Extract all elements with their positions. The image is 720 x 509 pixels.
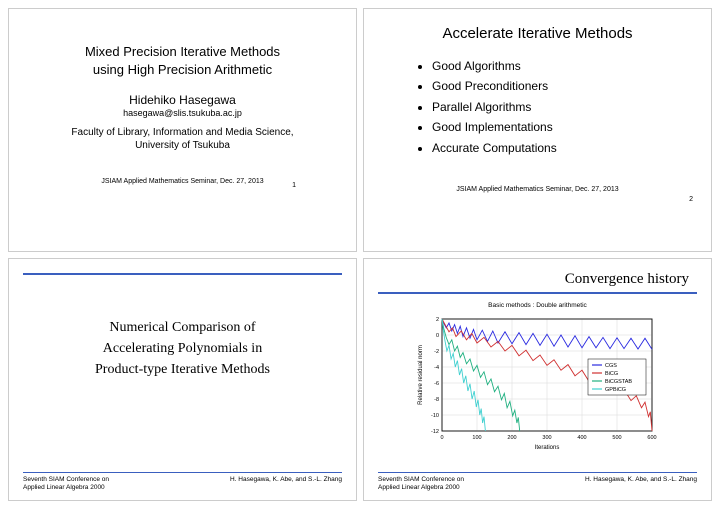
svg-text:-2: -2: [434, 349, 439, 355]
slide2-page-number: 2: [689, 196, 693, 203]
svg-text:200: 200: [507, 435, 516, 441]
title-line2: Accelerating Polynomials in: [103, 341, 262, 356]
svg-text:CGS: CGS: [605, 363, 617, 369]
svg-text:400: 400: [577, 435, 586, 441]
affiliation: Faculty of Library, Information and Medi…: [23, 126, 342, 152]
svg-text:0: 0: [440, 435, 443, 441]
author-email: hasegawa@slis.tsukuba.ac.jp: [23, 108, 342, 118]
list-item: Parallel Algorithms: [432, 97, 697, 117]
bullet-list: Good Algorithms Good Preconditioners Par…: [432, 56, 697, 158]
list-item: Good Algorithms: [432, 56, 697, 76]
chart-title: Basic methods : Double arithmetic: [412, 302, 664, 309]
convergence-chart: 20-2-4-6-8-10-120100200300400500600Itera…: [412, 311, 664, 451]
chart-container: Basic methods : Double arithmetic 2 0 -2 -4…: [412, 302, 664, 451]
affil-line2: University of Tsukuba: [135, 140, 230, 151]
top-rule: [23, 273, 342, 275]
slide1-page-number: 1: [292, 182, 296, 189]
svg-text:300: 300: [542, 435, 551, 441]
conf-name: Seventh SIAM Conference on Applied Linea…: [378, 476, 464, 492]
svg-text:BiCG: BiCG: [605, 371, 618, 377]
svg-text:Relative residual norm: Relative residual norm: [418, 345, 424, 405]
svg-text:-6: -6: [434, 381, 439, 387]
title-line2: using High Precision Arithmetic: [93, 62, 272, 77]
slide4-bottom-bar: Seventh SIAM Conference on Applied Linea…: [378, 472, 697, 492]
slide-3: Numerical Comparison of Accelerating Pol…: [8, 258, 357, 502]
foot-l1: Seventh SIAM Conference on: [23, 476, 109, 483]
svg-text:-12: -12: [431, 429, 439, 435]
foot-l1: Seventh SIAM Conference on: [378, 476, 464, 483]
slide4-title: Convergence history: [378, 271, 697, 288]
svg-text:100: 100: [472, 435, 481, 441]
author-name: Hidehiko Hasegawa: [23, 93, 342, 107]
svg-text:600: 600: [647, 435, 656, 441]
foot-l2: Applied Linear Algebra 2000: [23, 484, 105, 491]
list-item: Accurate Computations: [432, 138, 697, 158]
svg-text:-8: -8: [434, 397, 439, 403]
svg-text:Iterations: Iterations: [534, 445, 559, 451]
conf-name: Seventh SIAM Conference on Applied Linea…: [23, 476, 109, 492]
title-line1: Numerical Comparison of: [109, 320, 255, 335]
svg-text:500: 500: [612, 435, 621, 441]
svg-text:-4: -4: [434, 365, 439, 371]
title-rule: [378, 292, 697, 294]
slide-4: Convergence history Basic methods : Doub…: [363, 258, 712, 502]
slide3-bottom-bar: Seventh SIAM Conference on Applied Linea…: [23, 472, 342, 492]
slide1-title: Mixed Precision Iterative Methods using …: [23, 43, 342, 79]
affil-line1: Faculty of Library, Information and Medi…: [71, 127, 293, 138]
svg-text:GPBiCG: GPBiCG: [605, 387, 626, 393]
slide-2: Accelerate Iterative Methods Good Algori…: [363, 8, 712, 252]
svg-text:-10: -10: [431, 413, 439, 419]
slide3-title: Numerical Comparison of Accelerating Pol…: [23, 317, 342, 380]
list-item: Good Preconditioners: [432, 76, 697, 96]
list-item: Good Implementations: [432, 117, 697, 137]
slide-1: Mixed Precision Iterative Methods using …: [8, 8, 357, 252]
svg-text:BiCGSTAB: BiCGSTAB: [605, 379, 632, 385]
svg-text:0: 0: [435, 333, 438, 339]
svg-text:2: 2: [435, 317, 438, 323]
slide2-title: Accelerate Iterative Methods: [378, 25, 697, 42]
title-line3: Product-type Iterative Methods: [95, 362, 270, 377]
authors-short: H. Hasegawa, K. Abe, and S.-L. Zhang: [230, 476, 342, 492]
authors-short: H. Hasegawa, K. Abe, and S.-L. Zhang: [585, 476, 697, 492]
slide2-footer: JSIAM Applied Mathematics Seminar, Dec. …: [378, 186, 697, 193]
foot-l2: Applied Linear Algebra 2000: [378, 484, 460, 491]
title-line1: Mixed Precision Iterative Methods: [85, 44, 280, 59]
